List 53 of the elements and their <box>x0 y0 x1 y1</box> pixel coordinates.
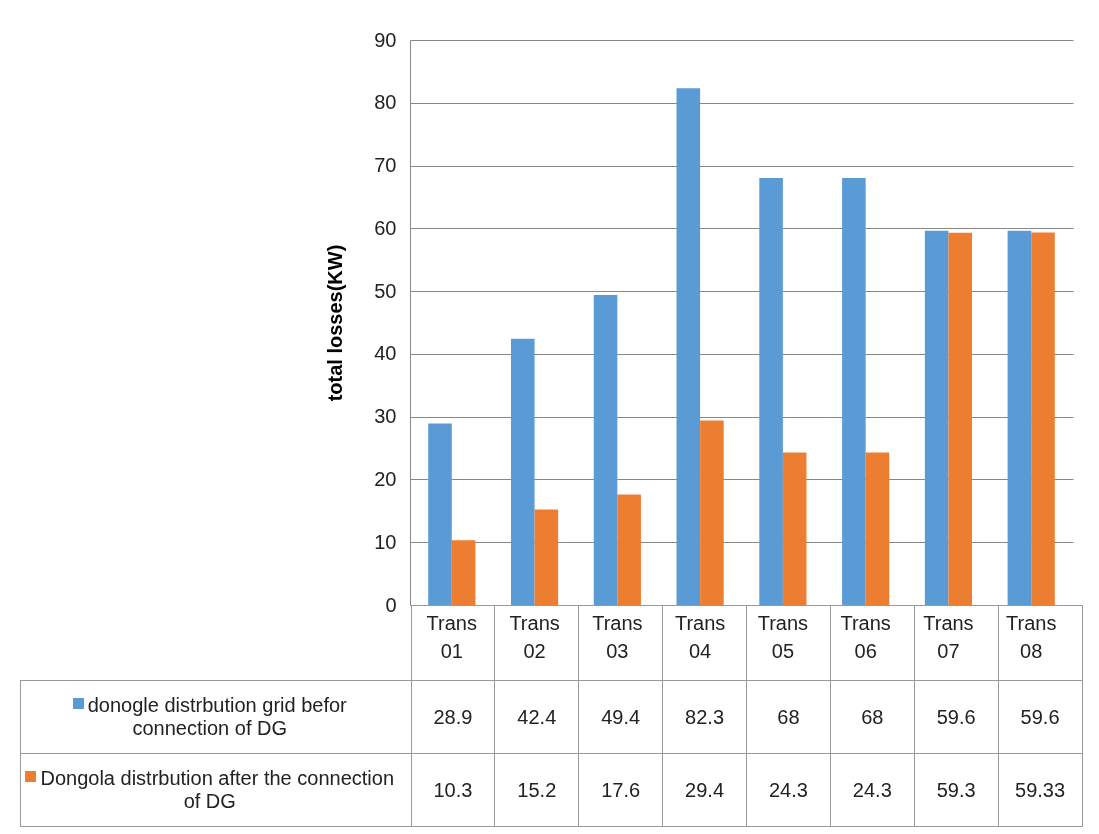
data-label: 59.3 <box>914 753 999 827</box>
data-label: 17.6 <box>578 753 663 827</box>
data-label: 15.2 <box>494 753 579 827</box>
data-label: 82.3 <box>662 680 747 754</box>
y-tick-label: 90 <box>374 28 397 51</box>
x-tick-label: Trans 01 <box>426 611 477 662</box>
bar <box>924 230 949 605</box>
bar <box>1031 232 1055 605</box>
x-tick-label: Trans 03 <box>592 611 643 662</box>
x-tick-label: Trans 02 <box>509 611 560 662</box>
bar <box>1007 230 1032 605</box>
bar <box>865 452 890 605</box>
data-label: 59.33 <box>998 753 1082 827</box>
bar <box>451 540 476 605</box>
bar <box>593 294 618 605</box>
x-tick-label: Trans 08 <box>1006 611 1057 662</box>
bar <box>842 178 866 605</box>
data-label: 29.4 <box>662 753 747 827</box>
y-tick-label: 30 <box>374 405 397 428</box>
y-tick-label: 40 <box>374 342 397 365</box>
x-tick-label: Trans 06 <box>840 611 891 662</box>
legend-label: donogle distrbution grid befor connection of DG <box>87 694 347 739</box>
bar <box>700 420 724 605</box>
y-tick-label: 60 <box>374 216 397 239</box>
x-tick-label: Trans 05 <box>757 611 809 662</box>
data-label: 24.3 <box>830 753 915 827</box>
data-label: 10.3 <box>411 753 495 827</box>
bar <box>428 423 452 605</box>
y-tick-label: 0 <box>385 593 397 616</box>
legend-label: Dongola distrbution after the connection of DG <box>40 767 395 812</box>
bar <box>510 338 535 605</box>
data-label: 49.4 <box>578 680 663 754</box>
data-label: 59.6 <box>914 680 999 754</box>
data-label: 68 <box>746 680 831 754</box>
data-label: 24.3 <box>746 753 831 827</box>
bar <box>782 452 807 605</box>
y-tick-label: 10 <box>374 530 397 553</box>
data-label: 59.6 <box>998 680 1082 754</box>
bar <box>617 494 641 605</box>
bar <box>534 509 559 605</box>
x-tick-label: Trans 04 <box>674 611 726 662</box>
bar <box>948 232 973 605</box>
y-axis-title: total losses(KW) <box>323 244 346 402</box>
y-tick-label: 20 <box>374 467 397 490</box>
x-tick-label: Trans 07 <box>923 611 974 662</box>
y-tick-label: 50 <box>374 279 397 302</box>
data-label: 28.9 <box>411 680 495 754</box>
bar <box>676 88 701 605</box>
bar <box>759 178 783 605</box>
data-label: 68 <box>830 680 915 754</box>
y-tick-label: 80 <box>374 91 397 114</box>
data-label: 42.4 <box>494 680 579 754</box>
y-tick-label: 70 <box>374 154 397 177</box>
